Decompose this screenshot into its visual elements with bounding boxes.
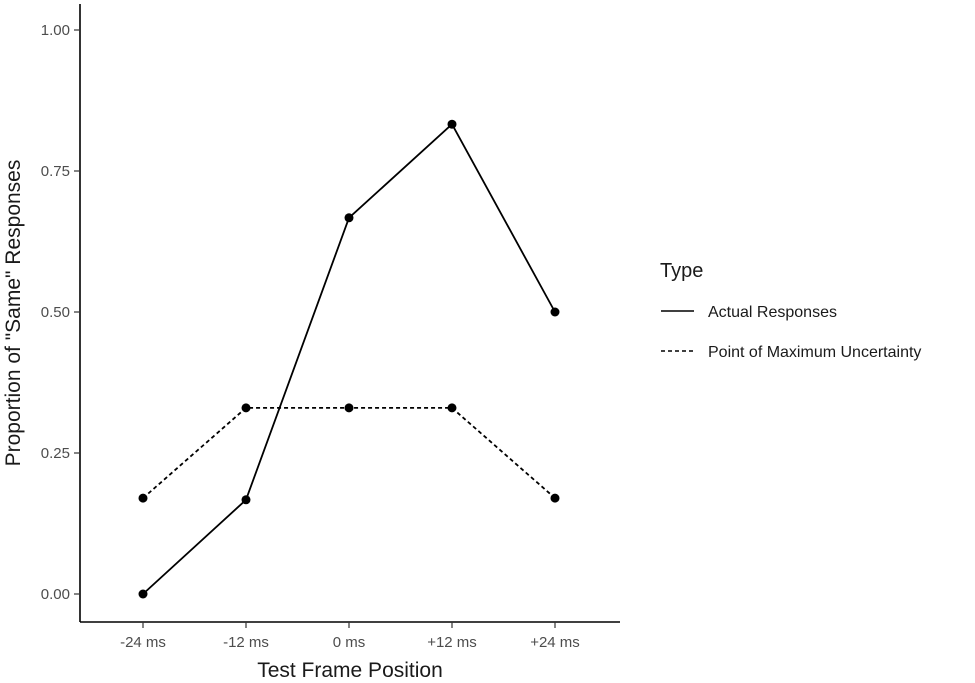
data-point-point-of-maximum-uncertainty (344, 403, 354, 413)
data-point-actual-responses (344, 213, 354, 223)
y-tick-label: 0.25 (41, 445, 70, 462)
x-tick-label: -24 ms (120, 634, 166, 651)
x-tick-label: +12 ms (427, 634, 477, 651)
series-line-point-of-maximum-uncertainty (142, 406, 556, 499)
data-point-point-of-maximum-uncertainty (138, 493, 148, 503)
x-tick-label: -12 ms (223, 634, 269, 651)
data-point-actual-responses (138, 589, 148, 599)
axes (79, 4, 620, 623)
legend-title: Type (660, 260, 703, 282)
x-tick-label: 0 ms (333, 634, 366, 651)
data-point-actual-responses (447, 119, 457, 129)
y-tick-label: 0.75 (41, 163, 70, 180)
data-point-point-of-maximum-uncertainty (447, 403, 457, 413)
x-tick-label: +24 ms (530, 634, 580, 651)
legend-label-point-of-maximum-uncertainty: Point of Maximum Uncertainty (708, 344, 921, 361)
data-point-point-of-maximum-uncertainty (241, 403, 251, 413)
y-axis-title: Proportion of "Same" Responses (2, 160, 25, 467)
legend-label-actual-responses: Actual Responses (708, 304, 837, 321)
y-tick-label: 0.50 (41, 304, 70, 321)
data-point-point-of-maximum-uncertainty (550, 493, 560, 503)
series-line-actual-responses (142, 123, 556, 595)
y-tick-label: 0.00 (41, 586, 70, 603)
data-point-actual-responses (241, 495, 251, 505)
series-layer (138, 119, 560, 599)
data-point-actual-responses (550, 307, 560, 317)
x-ticks: -24 ms -12 ms 0 ms +12 ms +24 ms (120, 622, 580, 651)
y-tick-label: 1.00 (41, 22, 70, 39)
x-axis-title: Test Frame Position (257, 659, 443, 682)
y-ticks: 0.00 0.25 0.50 0.75 1.00 (41, 22, 80, 603)
legend: Type Actual Responses Point of Maximum U… (660, 260, 921, 361)
